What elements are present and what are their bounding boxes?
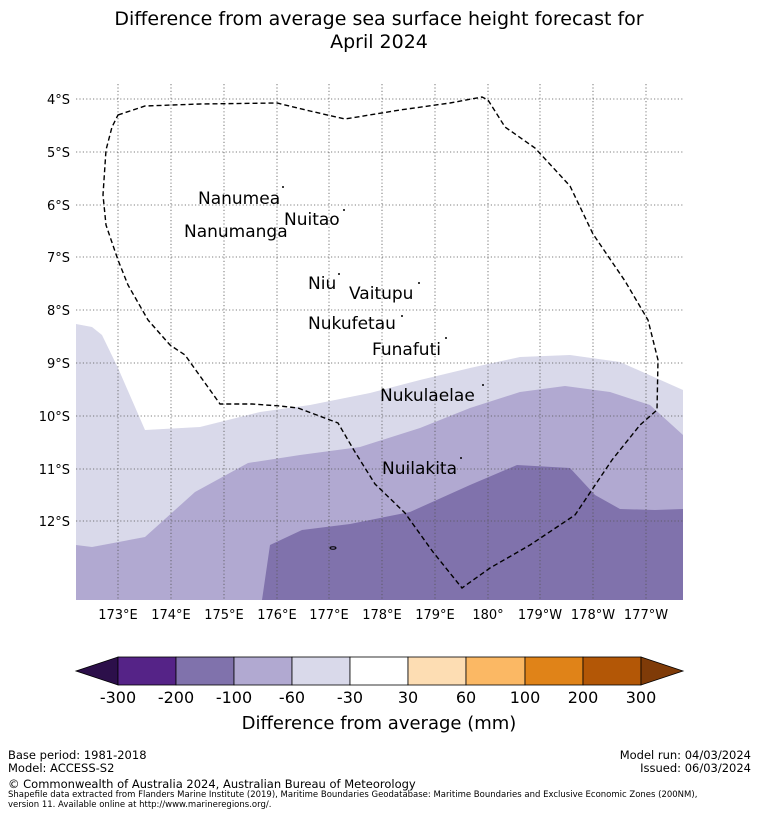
lon-label: 179°W — [518, 608, 562, 623]
island-label-niu: Niu — [308, 274, 336, 294]
lat-label: 11°S — [39, 463, 70, 478]
island-label-nanumanga: Nanumanga — [184, 222, 288, 242]
island-label-nanumea: Nanumea — [198, 189, 280, 209]
lon-label: 174°E — [151, 608, 191, 623]
island-label-nukufetau: Nukufetau — [308, 314, 396, 334]
colorbar-tick: 60 — [456, 688, 476, 707]
gridlines — [76, 84, 683, 600]
lon-label: 178°E — [362, 608, 402, 623]
lat-label: 9°S — [47, 357, 70, 372]
colorbar-swatch — [233, 656, 293, 686]
colorbar-swatch — [291, 656, 351, 686]
island-label-nukulaelae: Nukulaelae — [380, 386, 475, 406]
colorbar-tick: -30 — [337, 688, 363, 707]
lat-label: 4°S — [47, 93, 70, 108]
copyright: © Commonwealth of Australia 2024, Austra… — [8, 777, 416, 791]
base-period: Base period: 1981-2018 — [8, 748, 147, 762]
lon-label: 173°E — [98, 608, 138, 623]
colorbar-extend-low — [74, 656, 119, 686]
lon-label: 179°E — [415, 608, 455, 623]
colorbar-swatch — [407, 656, 467, 686]
colorbar-label: Difference from average (mm) — [242, 713, 517, 734]
lat-label: 12°S — [39, 515, 70, 530]
colorbar-swatch — [524, 656, 584, 686]
lat-label: 7°S — [47, 251, 70, 266]
colorbar-swatch — [175, 656, 235, 686]
colorbar-tick: 30 — [398, 688, 418, 707]
lat-label: 10°S — [39, 410, 70, 425]
colorbar-swatch — [465, 656, 526, 686]
eez-boundary — [102, 96, 659, 589]
colorbar-tick: 100 — [510, 688, 541, 707]
shapefile-credit: Shapefile data extracted from Flanders M… — [8, 790, 758, 810]
shapefile-credit-line-2: version 11. Available online at http://w… — [8, 800, 272, 810]
footer-right: Model run: 04/03/2024 Issued: 06/03/2024 — [620, 749, 751, 775]
title-line-2: April 2024 — [330, 31, 428, 53]
model-run: Model run: 04/03/2024 — [619, 748, 751, 762]
island-label-nuilakita: Nuilakita — [382, 459, 457, 479]
colorbar-tick: 300 — [626, 688, 657, 707]
colorbar-swatch — [582, 656, 642, 686]
colorbar-tick: -300 — [100, 688, 136, 707]
lon-label: 176°E — [257, 608, 297, 623]
colorbar-swatch — [349, 656, 409, 686]
model-name: Model: ACCESS-S2 — [8, 761, 115, 775]
colorbar-tick: -60 — [279, 688, 305, 707]
lon-label: 180° — [472, 608, 503, 623]
shapefile-credit-line-1: Shapefile data extracted from Flanders M… — [8, 790, 698, 800]
lat-label: 6°S — [47, 199, 70, 214]
colorbar-tick: -100 — [216, 688, 252, 707]
lat-label: 8°S — [47, 304, 70, 319]
chart-title: Difference from average sea surface heig… — [0, 8, 758, 54]
lon-label: 175°E — [204, 608, 244, 623]
island-label-funafuti: Funafuti — [372, 340, 441, 360]
lon-label: 177°W — [624, 608, 668, 623]
issued-date: Issued: 06/03/2024 — [640, 761, 751, 775]
lat-label: 5°S — [47, 146, 70, 161]
colorbar-tick: -200 — [158, 688, 194, 707]
footer-left: Base period: 1981-2018 Model: ACCESS-S2 — [8, 749, 147, 775]
island-label-nuitao: Nuitao — [284, 210, 340, 230]
colorbar-extend-high — [640, 656, 685, 686]
lon-label: 178°W — [571, 608, 615, 623]
title-line-1: Difference from average sea surface heig… — [114, 8, 644, 30]
region-minus100-to-minus200 — [262, 465, 683, 600]
colorbar-tick: 200 — [568, 688, 599, 707]
lon-label: 177°E — [309, 608, 349, 623]
island-markers — [282, 186, 484, 550]
anomaly-field — [76, 324, 683, 600]
island-label-vaitupu: Vaitupu — [349, 284, 413, 304]
colorbar — [74, 656, 685, 686]
colorbar-swatch — [117, 656, 177, 686]
